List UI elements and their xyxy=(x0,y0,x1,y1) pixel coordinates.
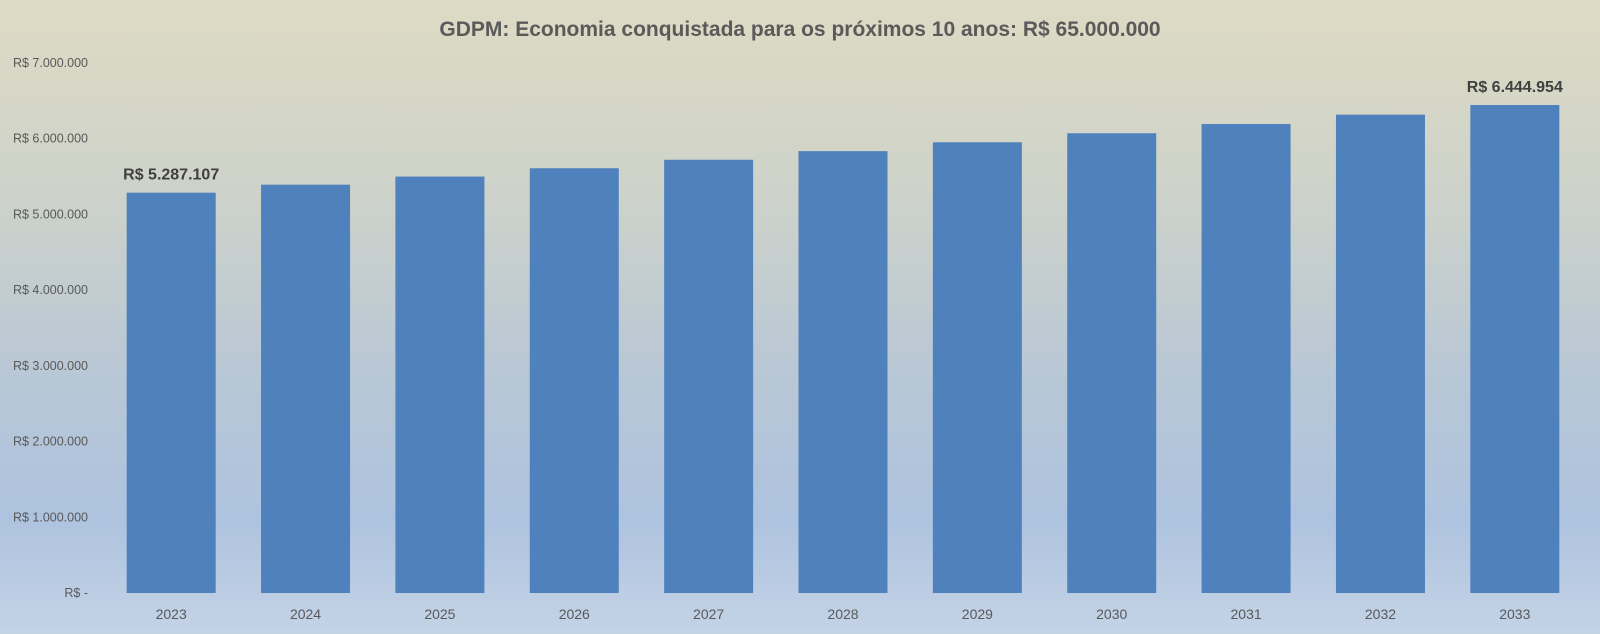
bar-2023 xyxy=(126,192,216,593)
bar-2025 xyxy=(395,176,485,594)
x-tick-label: 2030 xyxy=(1096,606,1127,622)
x-tick-label: 2032 xyxy=(1365,606,1396,622)
x-tick-label: 2023 xyxy=(156,606,187,622)
y-tick-label: R$ 3.000.000 xyxy=(13,359,88,373)
y-tick-label: R$ 5.000.000 xyxy=(13,207,88,221)
x-tick-label: 2033 xyxy=(1499,606,1530,622)
bar-2027 xyxy=(664,159,754,593)
chart-title: GDPM: Economia conquistada para os próxi… xyxy=(439,18,1160,41)
x-tick-label: 2031 xyxy=(1231,606,1262,622)
y-tick-label: R$ - xyxy=(64,586,88,600)
x-tick-label: 2029 xyxy=(962,606,993,622)
bar-2032 xyxy=(1335,114,1425,593)
y-tick-label: R$ 2.000.000 xyxy=(13,435,88,449)
bar-2026 xyxy=(529,168,619,593)
y-axis: R$ - R$ 1.000.000 R$ 2.000.000 R$ 3.000.000… xyxy=(13,56,88,600)
bar-2033 xyxy=(1470,105,1560,594)
bar-2024 xyxy=(261,184,351,593)
data-labels: R$ 5.287.107 R$ 6.444.954 xyxy=(123,79,1563,184)
x-tick-label: 2027 xyxy=(693,606,724,622)
y-tick-label: R$ 7.000.000 xyxy=(13,56,88,70)
x-tick-label: 2026 xyxy=(559,606,590,622)
y-tick-label: R$ 4.000.000 xyxy=(13,283,88,297)
x-tick-label: 2028 xyxy=(827,606,858,622)
y-tick-label: R$ 6.000.000 xyxy=(13,132,88,146)
bar-2031 xyxy=(1201,124,1291,594)
x-tick-label: 2025 xyxy=(424,606,455,622)
x-axis: 2023 2024 2025 2026 2027 2028 2029 2030 2031 2032… xyxy=(156,606,1531,622)
bar-2028 xyxy=(798,151,888,594)
bar-2030 xyxy=(1067,133,1157,593)
y-tick-label: R$ 1.000.000 xyxy=(13,510,88,524)
data-label-2033: R$ 6.444.954 xyxy=(1467,79,1563,96)
data-label-2023: R$ 5.287.107 xyxy=(123,167,219,184)
bar-2029 xyxy=(932,142,1022,593)
bars xyxy=(126,105,1560,594)
x-tick-label: 2024 xyxy=(290,606,321,622)
